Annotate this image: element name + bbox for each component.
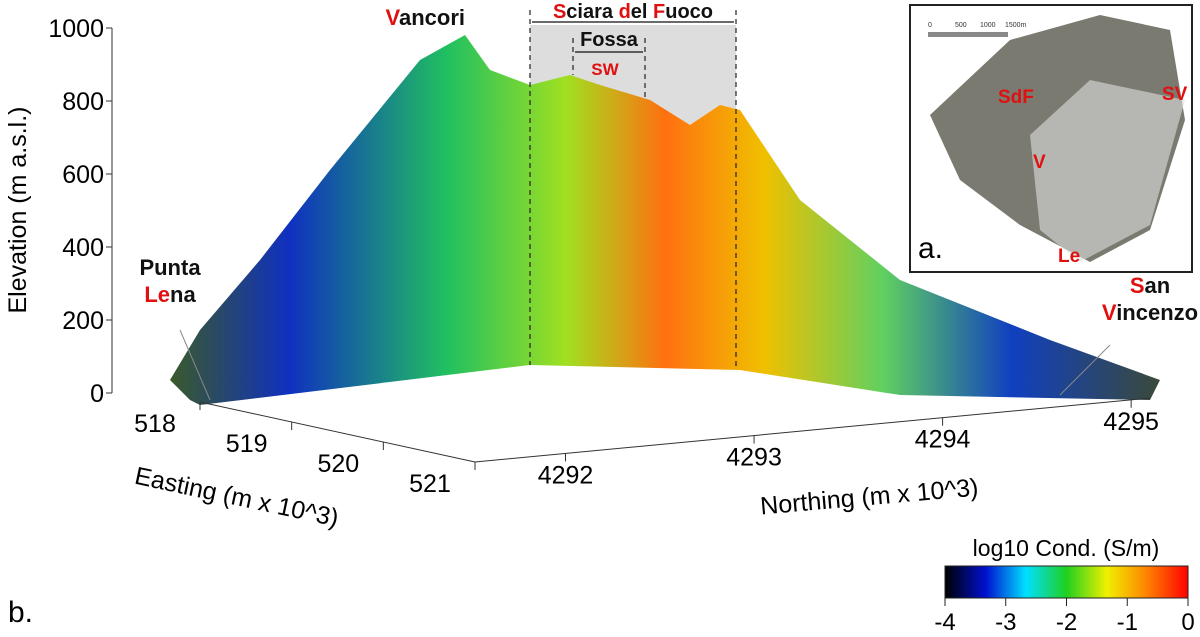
- panel-label: b.: [8, 596, 33, 629]
- annotation: Vincenzo: [1102, 300, 1198, 325]
- colorbar-tick-label: 0: [1181, 609, 1194, 636]
- z-tick-label: 1000: [48, 15, 104, 43]
- tick-label: 520: [317, 450, 359, 478]
- annotation: Sciara del Fuoco: [553, 1, 713, 23]
- tick-label: 521: [409, 470, 451, 498]
- tick-label: 4294: [915, 426, 971, 454]
- scale-label: 1500m: [1005, 22, 1027, 29]
- annotation-part: Le: [144, 282, 170, 307]
- annotation-part: V: [386, 5, 401, 30]
- colorbar-tick-label: -3: [995, 609, 1016, 636]
- annotation-part: S: [553, 1, 566, 23]
- inset-map: a. 0 500 1000 1500m SdF SV V Le: [909, 4, 1193, 273]
- tick-label: 4292: [538, 461, 594, 489]
- section-lines: [529, 10, 737, 368]
- inset-label: SdF: [998, 87, 1034, 108]
- annotation: San: [1130, 273, 1170, 298]
- colorbar-tick-label: -2: [1056, 609, 1077, 636]
- z-tick-label: 0: [90, 380, 104, 408]
- annotation: SW: [591, 60, 619, 79]
- scale-label: 500: [955, 22, 967, 29]
- annotation-part: incenzo: [1116, 300, 1198, 325]
- annotation-part: S: [1130, 273, 1145, 298]
- colorbar-title: log10 Cond. (S/m): [973, 535, 1160, 561]
- y-axis: [474, 397, 1151, 463]
- axis-title: Northing (m x 10^3): [759, 474, 979, 521]
- z-tick-label: 200: [62, 307, 104, 335]
- scale-label: 1000: [980, 22, 996, 29]
- annotation-part: SW: [591, 60, 619, 79]
- leader: [1059, 344, 1111, 396]
- inset-label: SV: [1162, 84, 1188, 105]
- colorbar: [944, 565, 1189, 599]
- surface: [170, 35, 1160, 405]
- annotation-part: F: [653, 1, 665, 23]
- arrows: [532, 21, 734, 53]
- x-axis: [199, 401, 476, 463]
- z-tick-label: 800: [62, 88, 104, 116]
- annotation: Fossa: [580, 29, 639, 51]
- annotation-part: an: [1145, 273, 1171, 298]
- tick-label: 4293: [726, 444, 782, 472]
- z-tick-label: 600: [62, 161, 104, 189]
- annotation-part: na: [170, 282, 196, 307]
- annotation: Vancori: [386, 5, 466, 30]
- annotation-part: d: [619, 1, 631, 23]
- annotation-part: V: [1102, 300, 1117, 325]
- tick-label: 519: [226, 430, 268, 458]
- axis-title: Easting (m x 10^3): [132, 462, 341, 533]
- inset-label: V: [1033, 152, 1046, 173]
- inset-label: Le: [1058, 246, 1080, 267]
- z-tick-label: 400: [62, 234, 104, 262]
- inset-panel-label: a.: [918, 232, 943, 265]
- annotation: Lena: [144, 282, 196, 307]
- colorbar-tick-label: -4: [934, 609, 955, 636]
- scale-label: 0: [928, 22, 932, 29]
- annotation-part: ciara: [566, 1, 618, 23]
- annotation-part: Punta: [139, 255, 201, 280]
- annotation-part: ancori: [399, 5, 465, 30]
- annotation-part: Fossa: [580, 29, 639, 51]
- annotation-part: uoco: [665, 1, 713, 23]
- annotation: Punta: [139, 255, 201, 280]
- tick-label: 4295: [1103, 408, 1159, 436]
- annotation-part: el: [631, 1, 653, 23]
- tick-label: 518: [134, 410, 176, 438]
- colorbar-tick-label: -1: [1117, 609, 1138, 636]
- leader: [179, 329, 211, 401]
- z-axis-title: Elevation (m a.s.l.): [4, 106, 32, 313]
